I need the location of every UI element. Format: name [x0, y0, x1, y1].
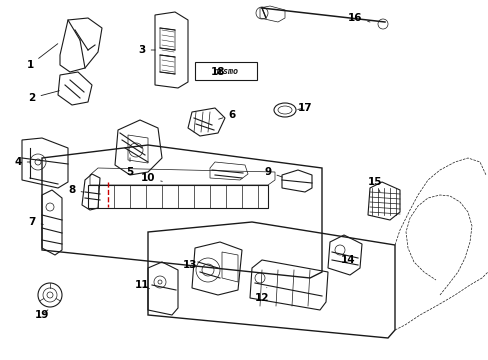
Text: 7: 7 [28, 217, 43, 227]
Text: 2: 2 [28, 91, 59, 103]
Text: 9: 9 [264, 167, 282, 177]
Text: 16: 16 [347, 13, 369, 23]
Text: 19: 19 [35, 310, 49, 320]
Text: 17: 17 [297, 103, 312, 113]
Text: 5: 5 [126, 158, 133, 177]
Text: nismo: nismo [213, 67, 238, 76]
Text: 18: 18 [210, 67, 225, 77]
Text: 3: 3 [138, 45, 155, 55]
Text: 13: 13 [183, 260, 197, 270]
Text: 12: 12 [254, 288, 269, 303]
Text: 15: 15 [367, 177, 382, 192]
Text: 10: 10 [141, 173, 162, 183]
Text: 8: 8 [68, 185, 83, 195]
Text: 1: 1 [26, 44, 58, 70]
Text: 4: 4 [14, 157, 30, 167]
Text: 6: 6 [218, 110, 235, 120]
Text: 14: 14 [340, 255, 355, 265]
Text: 11: 11 [135, 280, 149, 290]
